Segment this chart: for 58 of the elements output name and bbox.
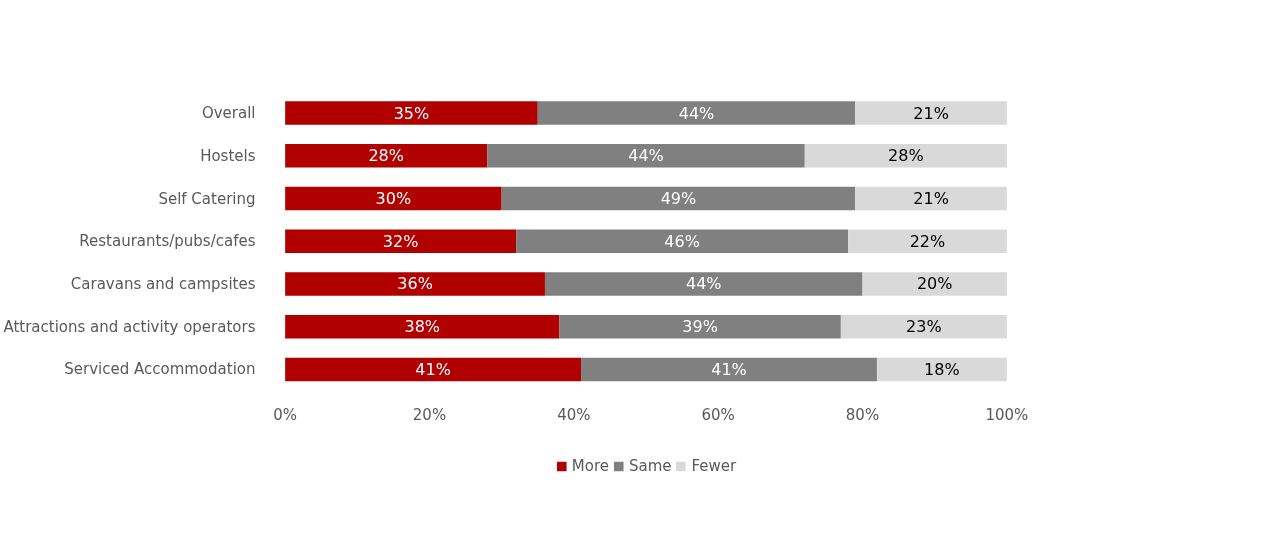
bar xyxy=(285,144,488,168)
legend-label: Same xyxy=(628,457,672,475)
data-label: 38% xyxy=(404,317,441,337)
bar xyxy=(876,357,1007,382)
data-label: 28% xyxy=(888,146,924,166)
y-tick-label: Caravans and campsites xyxy=(70,275,256,293)
data-label: 30% xyxy=(375,189,412,209)
bar xyxy=(855,101,1007,125)
y-tick-label: Overall xyxy=(201,104,256,123)
x-tick-label: 20% xyxy=(412,406,447,425)
data-label: 23% xyxy=(906,317,942,337)
y-tick-label: Self Catering xyxy=(158,189,256,208)
x-tick-label: 80% xyxy=(845,406,880,425)
bar xyxy=(516,229,849,254)
bar xyxy=(487,144,805,168)
data-label: 49% xyxy=(660,189,697,209)
data-label: 44% xyxy=(678,103,715,123)
data-label: 35% xyxy=(393,103,430,123)
bar xyxy=(501,186,856,211)
data-label: 39% xyxy=(682,317,718,337)
y-tick-label: Restaurants/pubs/cafes xyxy=(79,232,256,251)
data-label: 41% xyxy=(415,359,451,379)
bar xyxy=(285,186,502,211)
bar xyxy=(537,101,856,125)
bar xyxy=(862,272,1007,296)
data-label: 21% xyxy=(913,103,949,123)
bar xyxy=(559,314,841,339)
bar xyxy=(285,101,538,125)
data-label: 18% xyxy=(924,359,960,379)
bar xyxy=(855,186,1007,211)
legend-label: More xyxy=(571,457,609,475)
data-label: 36% xyxy=(397,274,433,294)
bar xyxy=(285,272,545,296)
data-label: 20% xyxy=(916,274,953,294)
bar xyxy=(285,314,560,339)
x-tick-label: 100% xyxy=(985,406,1029,425)
y-tick-label: Hostels xyxy=(200,146,256,165)
data-label: 44% xyxy=(628,146,664,166)
y-tick-label: Attractions and activity operators xyxy=(3,317,256,336)
data-label: 41% xyxy=(711,359,747,379)
legend-label: Fewer xyxy=(691,457,737,475)
bar xyxy=(581,357,877,382)
y-tick-label: Serviced Accommodation xyxy=(64,360,256,379)
x-tick-label: 0% xyxy=(273,406,298,425)
bar xyxy=(848,229,1007,254)
x-tick-label: 40% xyxy=(557,406,591,425)
bar xyxy=(544,272,863,296)
data-label: 21% xyxy=(913,189,949,209)
x-tick-label: 60% xyxy=(701,406,735,425)
data-label: 22% xyxy=(909,231,946,251)
data-label: 46% xyxy=(664,231,700,251)
data-label: 44% xyxy=(685,274,722,294)
data-label: 32% xyxy=(382,231,419,251)
bar xyxy=(285,229,517,254)
bar xyxy=(840,314,1007,339)
bar xyxy=(285,357,582,382)
bar xyxy=(804,144,1007,168)
data-label: 28% xyxy=(368,146,404,166)
